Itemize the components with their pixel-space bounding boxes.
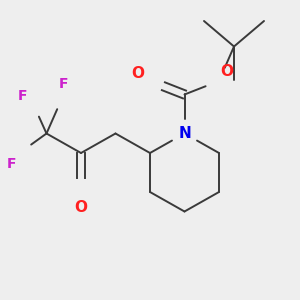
Text: N: N (178, 126, 191, 141)
Text: F: F (58, 77, 68, 91)
Text: O: O (74, 200, 88, 214)
Text: O: O (131, 66, 145, 81)
Text: F: F (7, 157, 17, 170)
Text: O: O (220, 64, 233, 80)
Text: F: F (18, 89, 27, 103)
